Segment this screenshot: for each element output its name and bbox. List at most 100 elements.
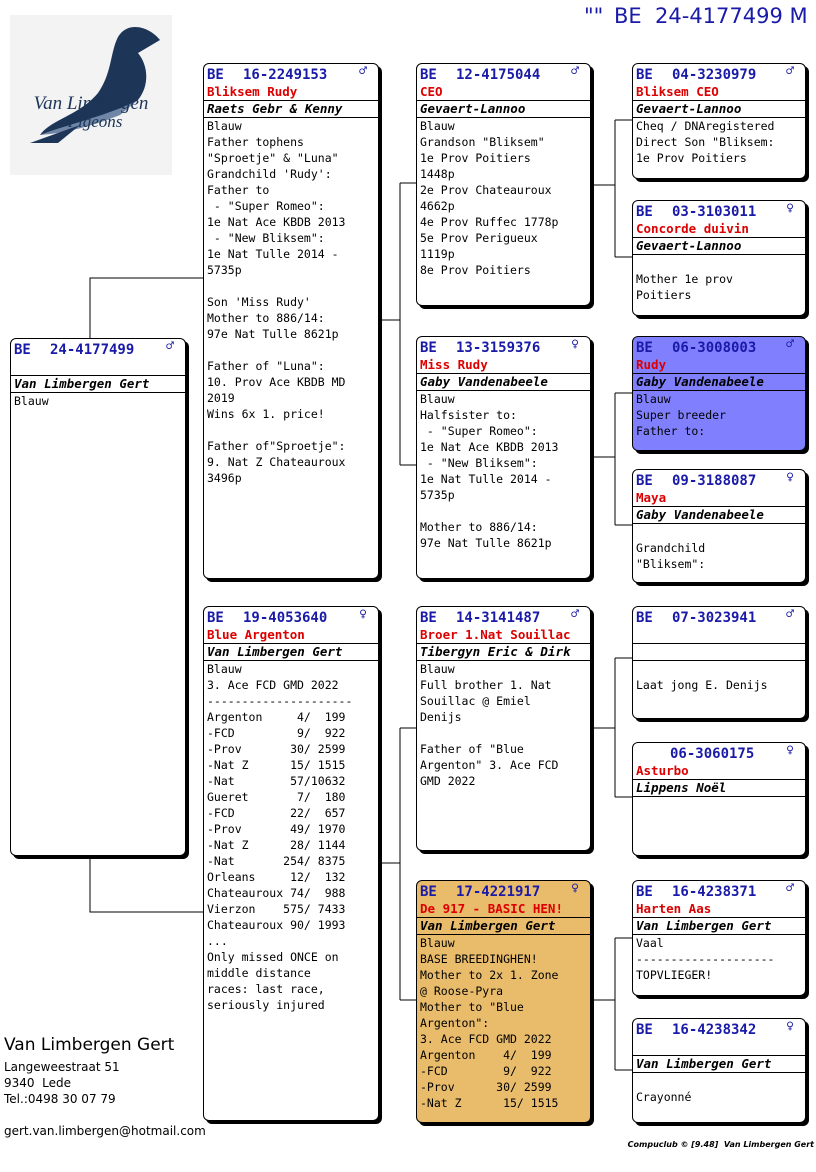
details: Laat jong E. Denijs	[636, 677, 802, 693]
ring-header: BE 16-4238371 ♂	[636, 881, 802, 901]
owner: Gaby Vandenabeele	[633, 507, 805, 524]
detail-line: 1e Nat Tulle 2014 -	[207, 247, 339, 261]
paragraph: Mother 1e prov Poitiers	[636, 271, 802, 303]
header-ring: BE 24-4177499 M	[614, 4, 808, 28]
detail-line: Souillac @ Emiel	[420, 694, 531, 708]
ring-prefix: BE	[14, 342, 31, 358]
detail-line: @ Roose-Pyra	[420, 984, 504, 998]
owner: Van Limbergen Gert	[417, 918, 590, 935]
pedigree-box: BE 04-3230979 ♂ Bliksem CEO Gevaert-Lannoo Ch…	[632, 63, 806, 179]
detail-line: 1448p	[420, 167, 455, 181]
detail-line: Mother to 2x 1. Zone	[420, 968, 559, 982]
ring-header: BE 04-3230979 ♂	[636, 64, 802, 84]
ring-prefix: BE	[636, 884, 653, 900]
detail-line: Orleans 12/ 132	[207, 870, 346, 884]
details: Blauw 3. Ace FCD GMD 2022 ----------------…	[207, 661, 375, 1013]
detail-line: ...	[207, 934, 228, 948]
pedigree-box: BE 09-3188087 ♀ Maya Gaby Vandenabeele Grandc…	[632, 469, 806, 583]
detail-line: TOPVLIEGER!	[636, 968, 713, 982]
pigeon-name	[11, 359, 185, 376]
detail-line: Direct Son "Bliksem:	[636, 135, 775, 149]
detail-line: Son 'Miss Rudy'	[207, 295, 311, 309]
paragraph: Blauw	[14, 393, 182, 409]
owner: Van Limbergen Gert	[11, 376, 185, 393]
detail-line: GMD 2022	[420, 774, 476, 788]
ring-prefix: BE	[636, 340, 653, 356]
detail-line: Blauw	[420, 936, 455, 950]
ring-prefix: BE	[420, 340, 437, 356]
paragraph: Blauw Halfsister to: - "Super Romeo": 1e N…	[420, 391, 587, 503]
detail-line: 1e Prov Poitiers	[420, 151, 531, 165]
detail-line: 2019	[207, 391, 235, 405]
sex-symbol: ♀	[571, 337, 579, 352]
detail-line: 2e Prov Chateauroux	[420, 183, 552, 197]
detail-line: Chateauroux 90/ 1993	[207, 918, 346, 932]
ring-header: BE 13-3159376 ♀	[420, 337, 587, 357]
ring-number: 16-4238371	[672, 884, 757, 900]
pedigree-box: BE 16-2249153 ♂ Bliksem Rudy Raets Gebr & Ke…	[203, 63, 379, 579]
paragraph: Blauw Father tophens "Sproetje" & "Luna" Gr…	[207, 118, 375, 278]
detail-line: 5735p	[207, 263, 242, 277]
pigeon-name: Harten Aas	[633, 901, 805, 918]
detail-line: -Nat Z 15/ 1515	[420, 1096, 559, 1110]
sex-symbol: ♂	[786, 337, 794, 352]
detail-line: - "New Bliksem":	[420, 456, 538, 470]
ring-number: 16-2249153	[243, 67, 328, 83]
ring-number: 24-4177499	[50, 342, 135, 358]
details: Blauw Father tophens "Sproetje" & "Luna" Gr…	[207, 118, 375, 486]
sex-symbol: ♂	[571, 607, 579, 622]
details: Blauw Super breeder Father to:	[636, 391, 802, 439]
details: Blauw Full brother 1. Nat Souillac @ Emiel…	[420, 661, 587, 789]
detail-line: 10. Prov Ace KBDB MD	[207, 375, 346, 389]
sex-symbol: ♂	[571, 64, 579, 79]
paragraph: Father of "Luna": 10. Prov Ace KBDB MD 201…	[207, 358, 375, 422]
header-quote: ""	[584, 4, 604, 28]
detail-line: 1119p	[420, 247, 455, 261]
details: Grandchild "Bliksem":	[636, 540, 802, 572]
detail-line: Denijs	[420, 710, 462, 724]
sex-symbol: ♀	[786, 470, 794, 485]
detail-line: -FCD 22/ 657	[207, 806, 346, 820]
detail-line: 3496p	[207, 471, 242, 485]
ring-header: BE 16-2249153 ♂	[207, 64, 375, 84]
detail-line: Mother to "Blue	[420, 1000, 524, 1014]
ring-number: 07-3023941	[672, 610, 757, 626]
detail-line: Mother 1e prov	[636, 272, 733, 286]
detail-line: Grandchild 'Rudy':	[207, 167, 332, 181]
paragraph: Vaal -------------------- TOPVLIEGER!	[636, 935, 802, 983]
ring-prefix: BE	[420, 610, 437, 626]
ring-number: 17-4221917	[456, 884, 541, 900]
detail-line: Grandchild	[636, 541, 706, 555]
detail-line: Vaal	[636, 936, 664, 950]
ring-header: BE 07-3023941 ♂	[636, 607, 802, 627]
detail-line: Father to:	[636, 424, 706, 438]
pedigree-box: BE 07-3023941 ♂ Laat jong E. Denijs	[632, 606, 806, 719]
credit: Compuclub © [9.48] Van Limbergen Gert	[627, 1140, 814, 1149]
sex-symbol: ♂	[359, 64, 367, 79]
detail-line: 1e Nat Ace KBDB 2013	[207, 215, 346, 229]
pedigree-box: BE 13-3159376 ♀ Miss Rudy Gaby Vandenabeele B…	[416, 336, 591, 579]
ring-number: 19-4053640	[243, 610, 328, 626]
pigeon-name: Blue Argenton	[204, 627, 378, 644]
ring-header: BE 14-3141487 ♂	[420, 607, 587, 627]
details: Mother 1e prov Poitiers	[636, 271, 802, 303]
logo-text: Pigeons	[67, 112, 123, 131]
sex-symbol: ♂	[786, 607, 794, 622]
address-line: Tel.:0498 30 07 79	[4, 1092, 116, 1106]
detail-line: "Sproetje" & "Luna"	[207, 151, 339, 165]
ring-prefix: BE	[636, 473, 653, 489]
ring-number: 13-3159376	[456, 340, 541, 356]
detail-line: -Nat Z 28/ 1144	[207, 838, 346, 852]
pedigree-box: BE 16-4238371 ♂ Harten Aas Van Limbergen Ger…	[632, 880, 806, 996]
detail-line: Gueret 7/ 180	[207, 790, 346, 804]
ring-number: 09-3188087	[672, 473, 757, 489]
detail-line: - "New Bliksem":	[207, 231, 325, 245]
detail-line: Blauw	[420, 662, 455, 676]
detail-line: 8e Prov Poitiers	[420, 263, 531, 277]
ring-header: BE 24-4177499 ♂	[14, 339, 182, 359]
details: Vaal -------------------- TOPVLIEGER!	[636, 935, 802, 983]
detail-line: ---------------------	[207, 694, 353, 708]
owner: Gaby Vandenabeele	[417, 374, 590, 391]
ring-prefix: BE	[420, 67, 437, 83]
owner: Gaby Vandenabeele	[633, 374, 805, 391]
